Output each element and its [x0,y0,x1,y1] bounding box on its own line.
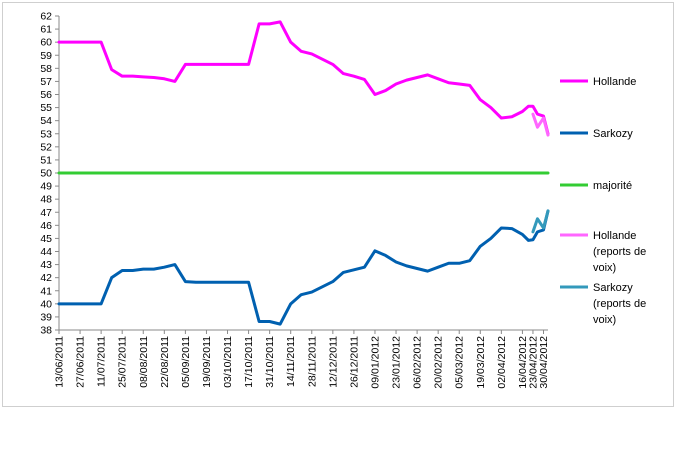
y-tick-label: 60 [40,37,52,49]
x-tick-label: 23/04/2012 [527,336,539,389]
chart-frame: 38 39 40 41 42 43 44 45 46 47 48 49 50 51 52 53 54 55 56 57… [2,2,674,407]
x-tick-label: 08/08/2011 [138,336,150,388]
y-tick-label: 47 [40,207,52,219]
y-tick-label: 55 [40,102,52,114]
x-tick-label: 25/07/2011 [117,336,129,388]
x-tick-label: 05/09/2011 [180,336,192,388]
legend-label: voix) [593,314,616,326]
x-tick-label: 02/04/2012 [496,336,508,389]
x-tick-label: 27/06/2011 [75,336,87,388]
y-tick-label: 45 [40,233,52,245]
x-tick-label: 03/10/2011 [222,336,234,388]
x-tick-label: 28/11/2011 [306,336,318,387]
x-tick-label: 19/03/2012 [475,336,487,389]
legend-label: voix) [593,262,616,274]
x-tick-label: 12/12/2011 [327,336,339,388]
y-tick-label: 43 [40,259,52,271]
x-tick-label: 26/12/2011 [348,336,360,388]
y-tick-label: 49 [40,181,52,193]
y-tick-label: 56 [40,89,52,101]
x-tick-label: 14/11/2011 [285,336,297,387]
x-tick-label: 31/10/2011 [264,336,276,388]
y-tick-label: 52 [40,141,52,153]
y-tick-label: 48 [40,194,52,206]
x-tick-label: 22/08/2011 [159,336,171,388]
series-lines [57,20,550,326]
legend-label: Sarkozy [593,282,633,294]
legend-label: Hollande [593,230,636,242]
x-tick-label: 11/07/2011 [96,336,108,387]
y-tick-label: 53 [40,128,52,140]
x-tick-label: 13/06/2011 [54,336,66,388]
x-tick-label: 06/02/2012 [412,336,424,389]
series-line-5 [531,209,550,234]
series-line-4 [531,112,550,137]
legend: Hollande Sarkozy majorité Hollande (reports … [560,76,646,326]
y-tick-label: 40 [40,298,52,310]
x-tick-label: 05/03/2012 [454,336,466,389]
y-tick-label: 46 [40,220,52,232]
legend-label: (reports de [593,298,646,310]
y-tick-label: 42 [40,272,52,284]
legend-label: (reports de [593,246,646,258]
legend-label: majorité [593,180,632,192]
x-tick-label: 09/01/2012 [369,336,381,389]
y-tick-label: 61 [40,24,52,36]
x-tick-label: 23/01/2012 [391,336,403,389]
x-tick-label: 16/04/2012 [517,336,529,389]
y-tick-label: 38 [40,325,52,337]
x-tick-label: 20/02/2012 [433,336,445,389]
y-tick-label: 57 [40,76,52,88]
legend-label: Hollande [593,76,636,88]
y-tick-label: 59 [40,50,52,62]
x-tick-label: 17/10/2011 [243,336,255,388]
y-tick-label: 50 [40,168,52,180]
y-tick-label: 54 [40,115,52,127]
series-line-2 [57,209,550,326]
x-tick-label: 19/09/2011 [201,336,213,388]
legend-label: Sarkozy [593,128,633,140]
y-tick-label: 39 [40,311,52,323]
y-tick-label: 62 [40,11,52,23]
x-axis-ticks: 13/06/2011 27/06/2011 11/07/2011 25/07/2011… [54,330,550,389]
x-tick-label: 30/04/2012 [538,336,550,389]
series-line-1 [57,20,550,136]
y-tick-label: 44 [40,246,52,258]
y-tick-label: 51 [40,154,52,166]
y-tick-label: 58 [40,63,52,75]
y-tick-label: 41 [40,285,52,297]
